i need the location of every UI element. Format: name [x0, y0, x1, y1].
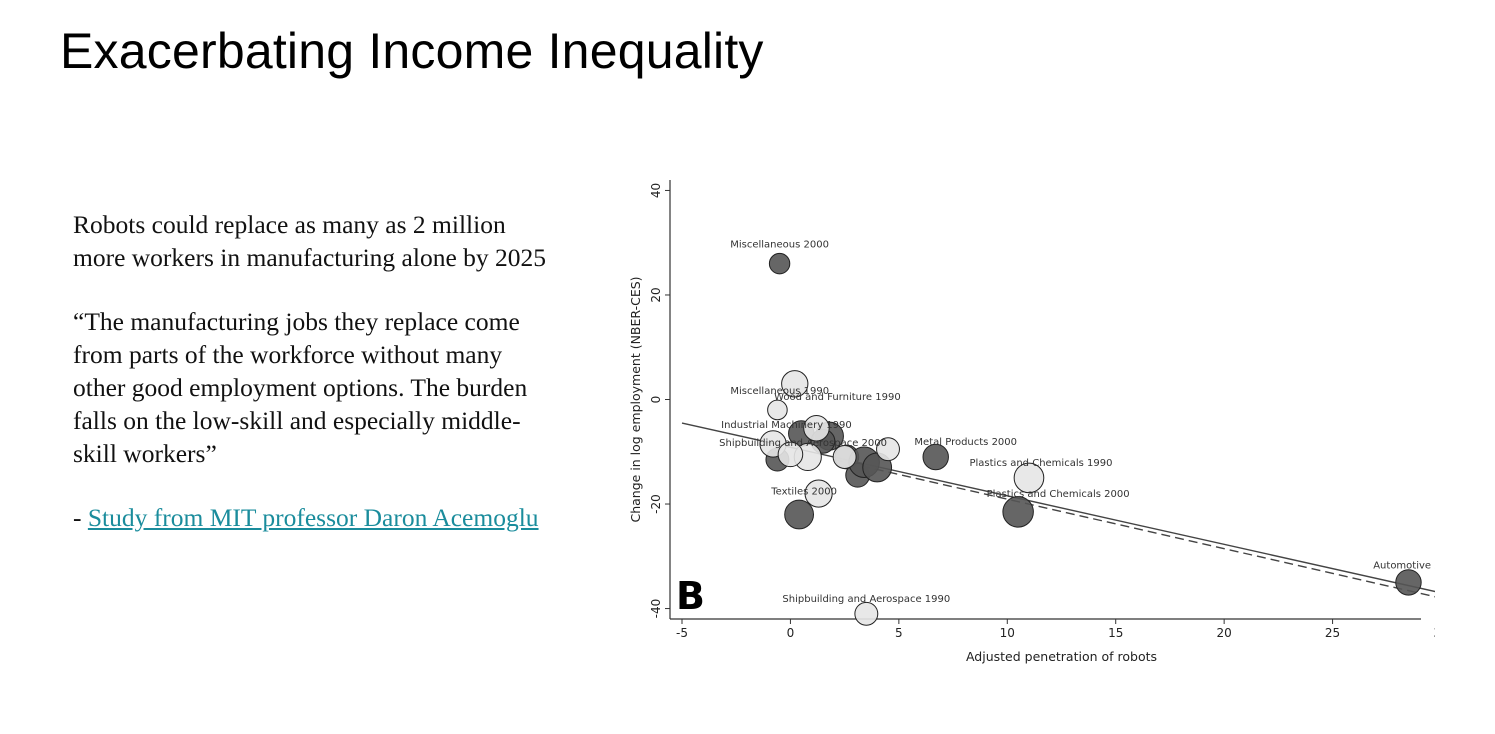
data-point-1990: [832, 445, 857, 469]
data-point-1990: [876, 437, 900, 462]
x-tick-label: 10: [1000, 626, 1015, 640]
x-tick-label: 20: [1217, 626, 1232, 640]
data-point-1990: [804, 479, 833, 508]
data-point-2000: [1395, 569, 1422, 596]
point-label: Miscellaneous 2000: [730, 239, 829, 250]
y-tick-label: 0: [649, 396, 663, 404]
point-label: Wood and Furniture 1990: [774, 392, 901, 403]
point-label: Plastics and Chemicals 2000: [987, 489, 1130, 500]
y-tick-label: 20: [649, 287, 663, 302]
x-tick-label: 5: [895, 626, 903, 640]
point-label: Industrial Machinery 1990: [721, 420, 852, 431]
point-label: Metal Products 2000: [914, 437, 1017, 448]
paragraph-robots-replace: Robots could replace as many as 2 millio…: [73, 210, 547, 272]
paragraph-source: - Study from MIT professor Daron Acemogl…: [73, 501, 553, 534]
data-point-2000: [784, 499, 815, 530]
point-label: Shipbuilding and Aerospace 1990: [782, 594, 950, 605]
chart-svg: -5 0 5 10 15 20 25 30 -40 -20 0 20 40 Adjusted penetr…: [628, 180, 1435, 664]
x-tick-label: 25: [1325, 626, 1340, 640]
panel-label: B: [676, 574, 705, 618]
paragraph-quote: “The manufacturing jobs they replace com…: [73, 307, 528, 468]
y-tick-label: -20: [649, 494, 663, 514]
slide-title: Exacerbating Income Inequality: [60, 23, 764, 79]
source-prefix: -: [73, 503, 88, 532]
fit-line-dashed: [833, 458, 1435, 598]
data-point-1990: [781, 370, 809, 398]
y-tick-label: 40: [649, 183, 663, 198]
body-text: Robots could replace as many as 2 millio…: [73, 208, 553, 565]
data-point-1990: [767, 399, 788, 421]
y-tick-label: -40: [649, 599, 663, 619]
data-point-2000: [1002, 496, 1034, 528]
x-tick-label: 0: [787, 626, 795, 640]
data-point-2000: [922, 443, 949, 471]
data-point-2000: [768, 252, 791, 275]
x-axis-title: Adjusted penetration of robots: [966, 649, 1157, 664]
data-point-1990: [1013, 462, 1045, 494]
source-link[interactable]: Study from MIT professor Daron Acemoglu: [87, 503, 539, 532]
y-axis-title: Change in log employment (NBER-CES): [628, 276, 643, 522]
robots-employment-chart: -5 0 5 10 15 20 25 30 -40 -20 0 20 40 Adjusted penetr…: [620, 150, 1435, 680]
x-tick-label: -5: [676, 626, 688, 640]
data-point-1990: [854, 601, 879, 626]
x-tick-label: 15: [1108, 626, 1123, 640]
point-label: Automotive 2000: [1373, 560, 1435, 571]
point-label: Shipbuilding and Aerospace 2000: [719, 438, 887, 449]
data-point-1990: [803, 415, 830, 442]
point-label: Textiles 2000: [770, 486, 837, 497]
x-tick-label: 30: [1433, 626, 1435, 640]
data-point-1990: [777, 441, 804, 468]
point-label: Miscellaneous 1990: [730, 386, 829, 397]
point-label: Plastics and Chemicals 1990: [969, 458, 1112, 469]
